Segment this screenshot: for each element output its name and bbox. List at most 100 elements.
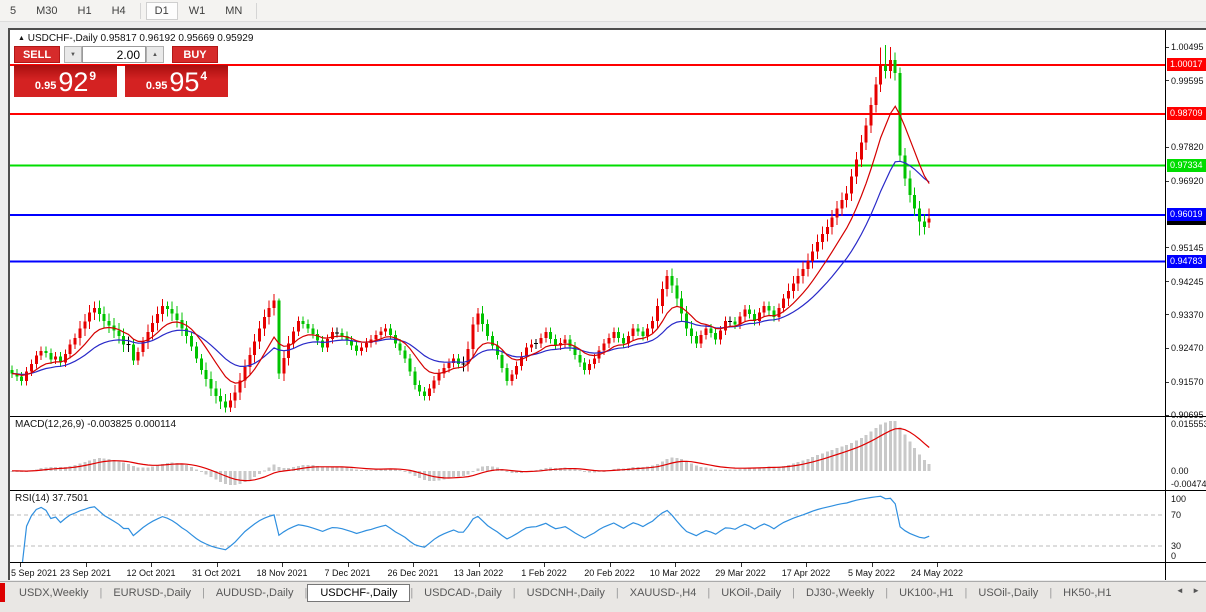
macd-histogram-bar xyxy=(859,437,863,471)
candle-body xyxy=(806,260,810,270)
macd-histogram-bar xyxy=(107,458,111,471)
tab-usoil-daily[interactable]: USOil-,Daily xyxy=(978,586,1039,599)
candle-body xyxy=(505,367,509,382)
buy-price-box[interactable]: 0.95 95 4 xyxy=(125,65,228,97)
tab-usdx-weekly[interactable]: USDX,Weekly xyxy=(19,586,89,599)
macd-histogram-bar xyxy=(646,466,650,471)
pane-separator[interactable] xyxy=(10,416,1206,417)
macd-signal-line xyxy=(11,427,930,482)
candle-body xyxy=(63,354,67,363)
pane-separator[interactable] xyxy=(10,490,1206,491)
rsi-line xyxy=(21,495,930,562)
date-axis-label: 23 Sep 2021 xyxy=(59,568,112,578)
macd-histogram-bar xyxy=(78,463,82,471)
macd-histogram-bar xyxy=(277,467,281,471)
macd-histogram-bar xyxy=(864,434,868,471)
candle-body xyxy=(413,371,417,385)
timeframe-button-5[interactable]: 5 xyxy=(10,4,17,17)
price-axis-tick xyxy=(1166,46,1169,48)
tab-usdchf-daily[interactable]: USDCHF-,Daily xyxy=(307,583,411,602)
candle-body xyxy=(49,352,53,360)
price-level-badge-0.97334: 0.97334 xyxy=(1167,158,1206,172)
candle-body xyxy=(180,320,184,329)
macd-histogram-bar xyxy=(694,465,698,471)
volume-increase-button[interactable]: ▲ xyxy=(146,46,164,63)
sell-price-big: 92 xyxy=(58,67,89,97)
macd-histogram-bar xyxy=(922,460,926,471)
tab-uk100-h1[interactable]: UK100-,H1 xyxy=(899,586,954,599)
timeframe-button-h4[interactable]: H4 xyxy=(111,4,126,17)
tab-hk50-h1[interactable]: HK50-,H1 xyxy=(1063,586,1112,599)
macd-histogram-bar xyxy=(442,470,446,480)
candle-body xyxy=(743,309,747,317)
main-chart-canvas[interactable] xyxy=(10,30,1165,416)
tab-separator: | xyxy=(99,586,103,599)
timeframe-button-w1[interactable]: W1 xyxy=(188,4,206,17)
candle-body xyxy=(199,358,203,370)
pane-separator[interactable] xyxy=(10,562,1206,563)
candle-body xyxy=(151,322,155,333)
collapse-triangle-icon[interactable]: ▲ xyxy=(18,35,25,42)
macd-histogram-bar xyxy=(898,427,902,471)
chart-title-symbol: USDCHF-,Daily xyxy=(27,33,98,44)
sell-price-box[interactable]: 0.95 92 9 xyxy=(14,65,117,97)
timeframe-button-mn[interactable]: MN xyxy=(225,4,243,17)
tab-eurusd-daily[interactable]: EURUSD-,Daily xyxy=(113,586,191,599)
price-axis[interactable]: 1.00495 0.99595 0.97820 0.96920 0.95145 0.942… xyxy=(1165,30,1206,580)
timeframe-button-h1[interactable]: H1 xyxy=(77,4,92,17)
macd-histogram-bar xyxy=(267,467,271,471)
tab-xauusd-h4[interactable]: XAUUSD-,H4 xyxy=(629,586,697,599)
macd-histogram-bar xyxy=(539,469,543,471)
price-axis-label: 0.96920 xyxy=(1171,176,1204,187)
timeframe-button-m30[interactable]: M30 xyxy=(36,4,58,17)
macd-histogram-bar xyxy=(340,467,344,471)
price-axis-tick xyxy=(1166,180,1169,182)
macd-histogram-bar xyxy=(728,469,732,471)
price-level-badge-0.94783: 0.94783 xyxy=(1167,254,1206,268)
macd-histogram-bar xyxy=(447,470,451,479)
volume-decrease-button[interactable]: ▼ xyxy=(64,46,82,63)
macd-histogram-bar xyxy=(316,465,320,471)
candle-body xyxy=(549,332,553,339)
macd-histogram-bar xyxy=(160,463,164,471)
price-axis-label: 0.91570 xyxy=(1171,377,1204,388)
candle-body xyxy=(136,351,140,361)
candle-body xyxy=(476,313,480,325)
buy-button[interactable]: BUY xyxy=(172,46,218,63)
macd-histogram-bar xyxy=(204,470,208,475)
candle-body xyxy=(311,328,315,335)
macd-histogram-bar xyxy=(131,466,135,471)
price-axis-tick xyxy=(1166,314,1169,316)
chart-plot-area[interactable]: ▲ USDCHF-,Daily 0.95817 0.96192 0.95669 … xyxy=(10,30,1165,580)
sell-button[interactable]: SELL xyxy=(14,46,60,63)
date-axis-tick xyxy=(544,563,545,567)
candle-body xyxy=(20,376,24,382)
candle-body xyxy=(34,355,38,365)
volume-input[interactable] xyxy=(82,46,146,63)
macd-canvas[interactable] xyxy=(10,417,1165,490)
macd-histogram-bar xyxy=(918,454,922,471)
price-axis-tick xyxy=(1166,281,1169,283)
candle-body xyxy=(481,313,485,324)
tab-usdcnh-daily[interactable]: USDCNH-,Daily xyxy=(526,586,605,599)
tab-dj30-weekly[interactable]: DJ30-,Weekly xyxy=(806,586,875,599)
macd-histogram-bar xyxy=(481,466,485,471)
macd-histogram-bar xyxy=(296,465,300,471)
tab-usdcad-daily[interactable]: USDCAD-,Daily xyxy=(424,586,502,599)
macd-histogram-bar xyxy=(199,470,203,472)
candle-body xyxy=(194,346,198,359)
tab-scroll-right-icon[interactable]: ► xyxy=(1192,586,1200,595)
rsi-canvas[interactable] xyxy=(10,491,1165,562)
tab-scroll-left-icon[interactable]: ◄ xyxy=(1175,586,1184,595)
timeframe-button-d1[interactable]: D1 xyxy=(145,1,178,20)
candle-body xyxy=(296,320,300,332)
date-axis[interactable]: 5 Sep 2021 23 Sep 2021 12 Oct 2021 31 Oct 2… xyxy=(10,563,1165,580)
macd-histogram-bar xyxy=(170,462,174,471)
macd-histogram-bar xyxy=(359,470,363,472)
macd-histogram-bar xyxy=(39,468,43,471)
candle-body xyxy=(510,374,514,382)
candle-body xyxy=(748,309,752,315)
tab-audusd-daily[interactable]: AUDUSD-,Daily xyxy=(215,586,294,599)
tab-ukoil-daily[interactable]: UKOil-,Daily xyxy=(721,586,782,599)
macd-histogram-bar xyxy=(505,470,509,472)
